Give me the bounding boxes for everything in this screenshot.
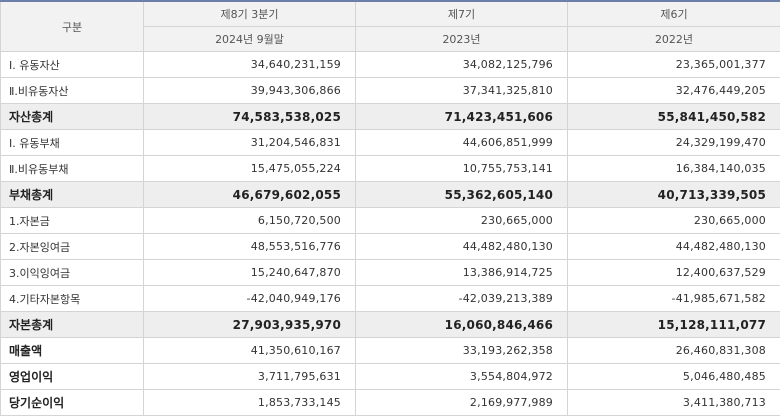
period-name-header: 제8기 3분기 — [143, 0, 356, 27]
value-cell: 16,060,846,466 — [355, 311, 568, 338]
table-row: Ⅱ.비유동자산 39,943,306,866 37,341,325,810 32… — [0, 77, 780, 104]
value-cell: 55,841,450,582 — [567, 103, 780, 130]
value-cell: 3,554,804,972 — [355, 363, 568, 390]
income-row: 당기순이익 1,853,733,145 2,169,977,989 3,411,… — [0, 389, 780, 416]
row-label: 2.자본잉여금 — [0, 233, 144, 260]
value-cell: 3,711,795,631 — [143, 363, 356, 390]
value-cell: 44,606,851,999 — [355, 129, 568, 156]
table-row: 4.기타자본항목 -42,040,949,176 -42,039,213,389… — [0, 285, 780, 312]
total-row: 부채총계 46,679,602,055 55,362,605,140 40,71… — [0, 181, 780, 208]
value-cell: 10,755,753,141 — [355, 155, 568, 182]
row-label: Ⅱ.비유동부채 — [0, 155, 144, 182]
value-cell: 2,169,977,989 — [355, 389, 568, 416]
row-label: 자본총계 — [0, 311, 144, 338]
table-row: Ⅱ.비유동부채 15,475,055,224 10,755,753,141 16… — [0, 155, 780, 182]
table-row: 1.자본금 6,150,720,500 230,665,000 230,665,… — [0, 207, 780, 234]
value-cell: 24,329,199,470 — [567, 129, 780, 156]
total-row: 자산총계 74,583,538,025 71,423,451,606 55,84… — [0, 103, 780, 130]
row-label: Ⅱ.비유동자산 — [0, 77, 144, 104]
value-cell: 41,350,610,167 — [143, 337, 356, 364]
row-label: Ⅰ. 유동자산 — [0, 51, 144, 78]
value-cell: 27,903,935,970 — [143, 311, 356, 338]
value-cell: 39,943,306,866 — [143, 77, 356, 104]
row-label: 4.기타자본항목 — [0, 285, 144, 312]
value-cell: 3,411,380,713 — [567, 389, 780, 416]
row-label: 3.이익잉여금 — [0, 259, 144, 286]
value-cell: 230,665,000 — [567, 207, 780, 234]
row-label: 영업이익 — [0, 363, 144, 390]
period-name-header: 제6기 — [567, 0, 780, 27]
table-header: 구분 제8기 3분기 제7기 제6기 2024년 9월말 2023년 2022년 — [0, 0, 780, 52]
value-cell: 15,128,111,077 — [567, 311, 780, 338]
table-row: Ⅰ. 유동부채 31,204,546,831 44,606,851,999 24… — [0, 129, 780, 156]
value-cell: 48,553,516,776 — [143, 233, 356, 260]
value-cell: 34,640,231,159 — [143, 51, 356, 78]
period-name-header: 제7기 — [355, 0, 568, 27]
row-label: 매출액 — [0, 337, 144, 364]
value-cell: 33,193,262,358 — [355, 337, 568, 364]
value-cell: 1,853,733,145 — [143, 389, 356, 416]
value-cell: 46,679,602,055 — [143, 181, 356, 208]
table-row: 2.자본잉여금 48,553,516,776 44,482,480,130 44… — [0, 233, 780, 260]
value-cell: 6,150,720,500 — [143, 207, 356, 234]
value-cell: 44,482,480,130 — [355, 233, 568, 260]
value-cell: 74,583,538,025 — [143, 103, 356, 130]
value-cell: -42,040,949,176 — [143, 285, 356, 312]
period-date-header: 2024년 9월말 — [143, 26, 356, 52]
value-cell: 13,386,914,725 — [355, 259, 568, 286]
value-cell: 16,384,140,035 — [567, 155, 780, 182]
income-row: 매출액 41,350,610,167 33,193,262,358 26,460… — [0, 337, 780, 364]
value-cell: -41,985,671,582 — [567, 285, 780, 312]
value-cell: 37,341,325,810 — [355, 77, 568, 104]
table-body: Ⅰ. 유동자산 34,640,231,159 34,082,125,796 23… — [0, 51, 780, 416]
row-label: 자산총계 — [0, 103, 144, 130]
value-cell: 230,665,000 — [355, 207, 568, 234]
period-date-header: 2022년 — [567, 26, 780, 52]
value-cell: 15,240,647,870 — [143, 259, 356, 286]
value-cell: 55,362,605,140 — [355, 181, 568, 208]
row-label: 당기순이익 — [0, 389, 144, 416]
total-row: 자본총계 27,903,935,970 16,060,846,466 15,12… — [0, 311, 780, 338]
header-row-periods: 구분 제8기 3분기 제7기 제6기 — [0, 0, 780, 52]
value-cell: 44,482,480,130 — [567, 233, 780, 260]
row-label: 부채총계 — [0, 181, 144, 208]
row-label: 1.자본금 — [0, 207, 144, 234]
value-cell: 71,423,451,606 — [355, 103, 568, 130]
value-cell: 32,476,449,205 — [567, 77, 780, 104]
category-header: 구분 — [0, 0, 144, 52]
value-cell: 34,082,125,796 — [355, 51, 568, 78]
value-cell: 5,046,480,485 — [567, 363, 780, 390]
period-date-header: 2023년 — [355, 26, 568, 52]
income-row: 영업이익 3,711,795,631 3,554,804,972 5,046,4… — [0, 363, 780, 390]
value-cell: 40,713,339,505 — [567, 181, 780, 208]
value-cell: 31,204,546,831 — [143, 129, 356, 156]
row-label: Ⅰ. 유동부채 — [0, 129, 144, 156]
value-cell: -42,039,213,389 — [355, 285, 568, 312]
table-row: Ⅰ. 유동자산 34,640,231,159 34,082,125,796 23… — [0, 51, 780, 78]
value-cell: 12,400,637,529 — [567, 259, 780, 286]
header-row-dates: 2024년 9월말 2023년 2022년 — [1, 26, 780, 52]
value-cell: 15,475,055,224 — [143, 155, 356, 182]
value-cell: 26,460,831,308 — [567, 337, 780, 364]
table-row: 3.이익잉여금 15,240,647,870 13,386,914,725 12… — [0, 259, 780, 286]
value-cell: 23,365,001,377 — [567, 51, 780, 78]
